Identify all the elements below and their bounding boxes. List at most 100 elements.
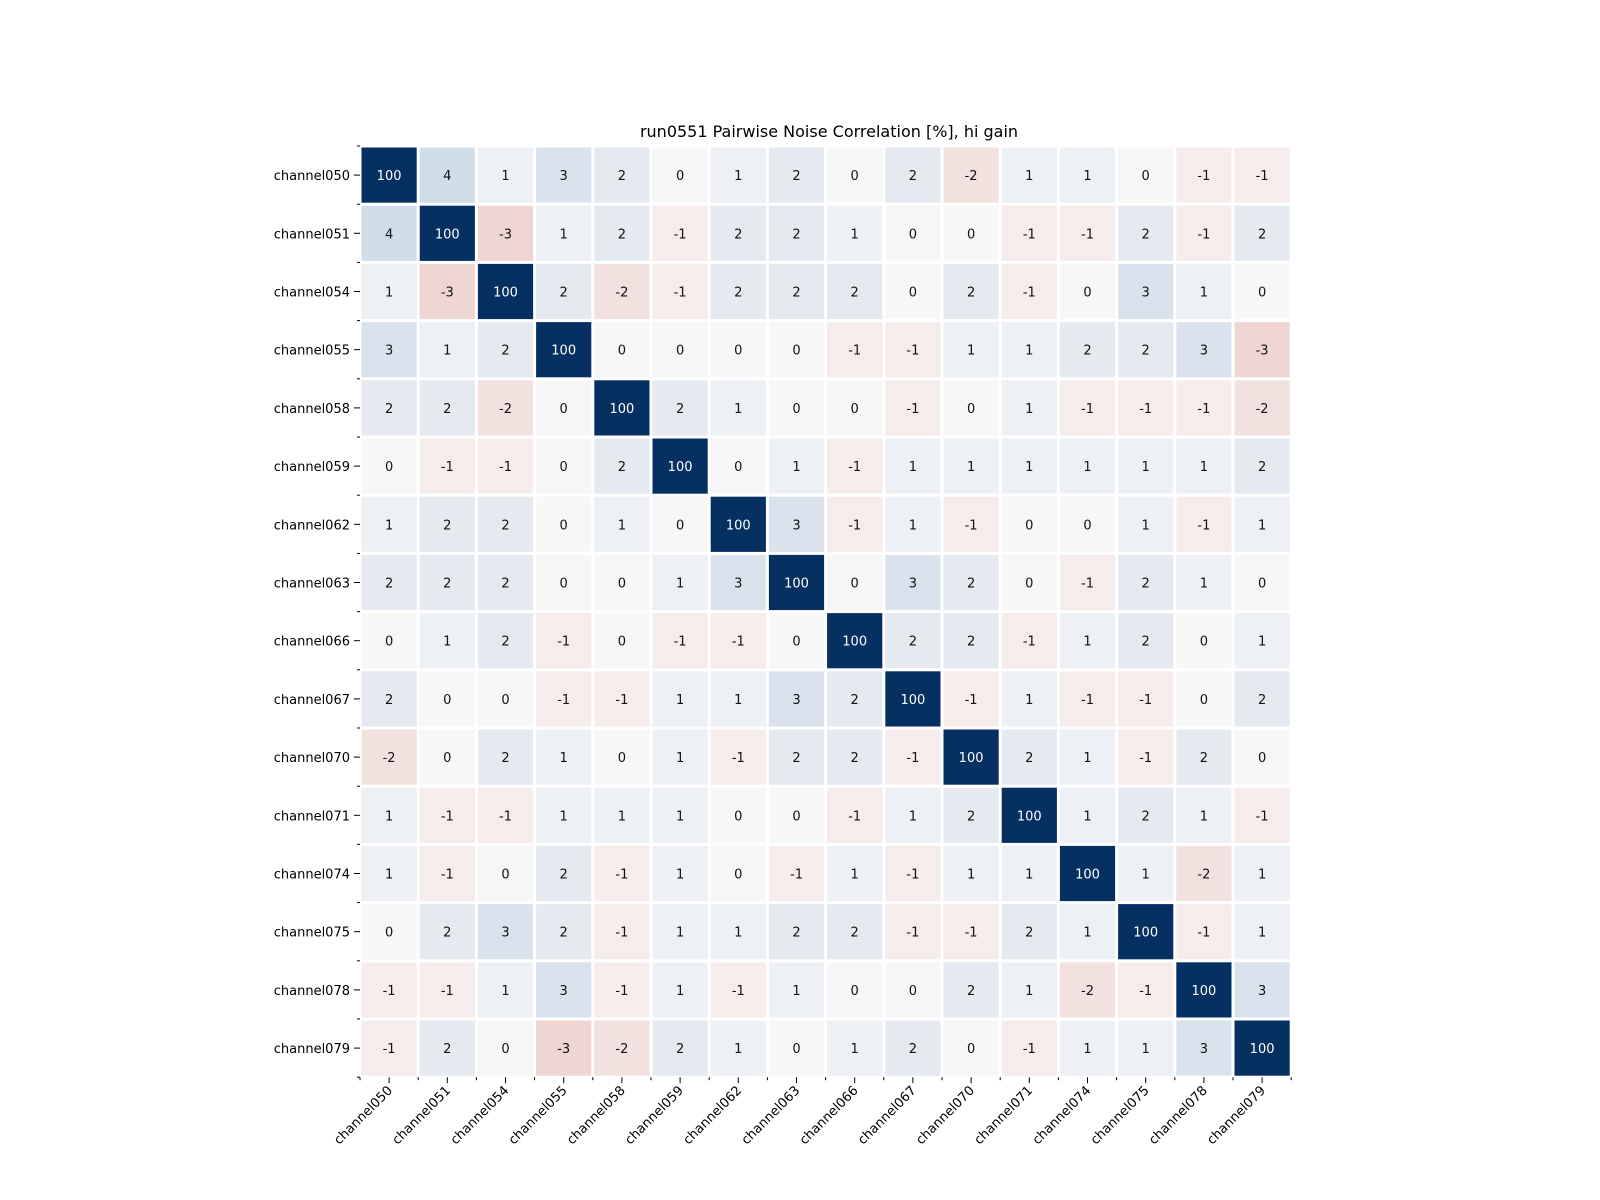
heatmap-cell-label: 100 (493, 286, 518, 301)
heatmap-cell (768, 787, 825, 843)
heatmap-cell (1118, 496, 1174, 552)
heatmap-cell (652, 322, 708, 378)
heatmap-cell (827, 787, 883, 843)
heatmap-cell (477, 787, 534, 843)
heatmap-cell-label: 2 (618, 460, 626, 475)
heatmap-cell (768, 671, 825, 727)
heatmap-cell-label: -1 (848, 460, 861, 475)
heatmap-cell (536, 322, 592, 378)
heatmap-cell (652, 438, 708, 494)
heatmap-cell-label: 1 (1083, 460, 1091, 475)
heatmap-cell-label: 0 (1025, 518, 1033, 533)
heatmap-cell-label: 100 (726, 518, 751, 533)
heatmap-cell-label: 1 (1142, 460, 1150, 475)
heatmap-cell-label: -1 (965, 518, 978, 533)
heatmap-cell-label: 2 (909, 635, 917, 650)
heatmap-cell (1001, 496, 1057, 552)
heatmap-cell-label: 0 (1200, 635, 1208, 650)
heatmap-cell (943, 787, 999, 843)
heatmap-cell-label: 1 (1025, 984, 1033, 999)
heatmap-cell-label: 1 (385, 518, 393, 533)
heatmap-cell (594, 380, 650, 436)
heatmap-cell-label: 2 (851, 751, 859, 766)
y-tick-label: channel079 (274, 1042, 350, 1057)
heatmap-cell (1234, 904, 1290, 960)
heatmap-cell (710, 729, 766, 785)
heatmap-cell-label: -1 (1139, 402, 1152, 417)
heatmap-cell (1001, 962, 1057, 1018)
x-tick-label: channel079 (1204, 1083, 1269, 1148)
heatmap-cell (943, 263, 999, 320)
heatmap-cell (1176, 787, 1232, 843)
y-tick-label: channel067 (274, 693, 350, 708)
heatmap-cell (1059, 322, 1116, 378)
heatmap-cell-label: -2 (965, 169, 978, 184)
heatmap-cell (885, 904, 941, 960)
heatmap-cell (943, 845, 999, 902)
heatmap-cell-label: -1 (1023, 1042, 1036, 1057)
heatmap-cell-label: 1 (1025, 169, 1033, 184)
heatmap-cell (768, 613, 825, 669)
heatmap-cell (536, 205, 592, 261)
heatmap-cell (361, 147, 417, 203)
heatmap-cell (1234, 147, 1290, 203)
heatmap-cell (710, 263, 766, 320)
heatmap-cell-label: 3 (909, 577, 917, 592)
heatmap-cell-label: 1 (967, 868, 975, 883)
x-axis-labels: channel050channel051channel054channel055… (331, 1083, 1269, 1148)
heatmap-cell-label: -1 (1139, 693, 1152, 708)
heatmap-cell-label: -1 (790, 868, 803, 883)
heatmap-cell (536, 496, 592, 552)
heatmap-cell-label: 2 (967, 809, 975, 824)
heatmap-cell-label: 1 (618, 518, 626, 533)
heatmap-cell (652, 613, 708, 669)
heatmap-cell-label: 2 (443, 577, 451, 592)
heatmap-cell (594, 1020, 650, 1076)
heatmap-cell (943, 554, 999, 611)
heatmap-cell (1176, 322, 1232, 378)
heatmap-cell-label: 0 (1025, 577, 1033, 592)
heatmap-cell (419, 205, 475, 261)
heatmap-cell (361, 438, 417, 494)
heatmap-cell (827, 962, 883, 1018)
heatmap-cell-label: 100 (1250, 1042, 1275, 1057)
heatmap-cell (477, 613, 534, 669)
heatmap-cell-label: 0 (560, 402, 568, 417)
heatmap-cell (477, 554, 534, 611)
heatmap-cell (477, 205, 534, 261)
heatmap-cell (1234, 671, 1290, 727)
heatmap-cell-label: 1 (560, 809, 568, 824)
heatmap-cell (768, 962, 825, 1018)
heatmap-cell-label: 100 (1133, 926, 1158, 941)
heatmap-cell-label: 0 (560, 460, 568, 475)
heatmap-cell (1176, 671, 1232, 727)
heatmap-cell-label: -3 (1256, 344, 1269, 359)
heatmap-cell-label: 1 (1025, 868, 1033, 883)
heatmap-cell (1118, 263, 1174, 320)
heatmap-cell-label: 0 (1258, 751, 1266, 766)
heatmap-cell (885, 438, 941, 494)
heatmap-cell-label: 1 (734, 1042, 742, 1057)
heatmap-cell (1059, 380, 1116, 436)
heatmap-cell (419, 496, 475, 552)
heatmap-cell-label: -1 (674, 286, 687, 301)
heatmap-cell-label: 2 (1142, 577, 1150, 592)
heatmap-cell-label: -1 (441, 868, 454, 883)
heatmap-cell-label: 0 (792, 635, 800, 650)
heatmap-cell (1059, 205, 1116, 261)
heatmap-cell (710, 205, 766, 261)
heatmap-cell-label: 1 (1258, 868, 1266, 883)
heatmap-cell (361, 845, 417, 902)
heatmap-cell (710, 554, 766, 611)
heatmap-cell-label: 3 (385, 344, 393, 359)
heatmap-cell (768, 205, 825, 261)
heatmap-cell-label: -1 (674, 227, 687, 242)
heatmap-cell (710, 147, 766, 203)
heatmap-cell (827, 845, 883, 902)
heatmap-cell-label: 0 (909, 227, 917, 242)
heatmap-cell-label: 2 (676, 402, 684, 417)
heatmap-cell (652, 263, 708, 320)
heatmap-cell (1118, 147, 1174, 203)
x-tick-label: channel054 (448, 1083, 513, 1148)
